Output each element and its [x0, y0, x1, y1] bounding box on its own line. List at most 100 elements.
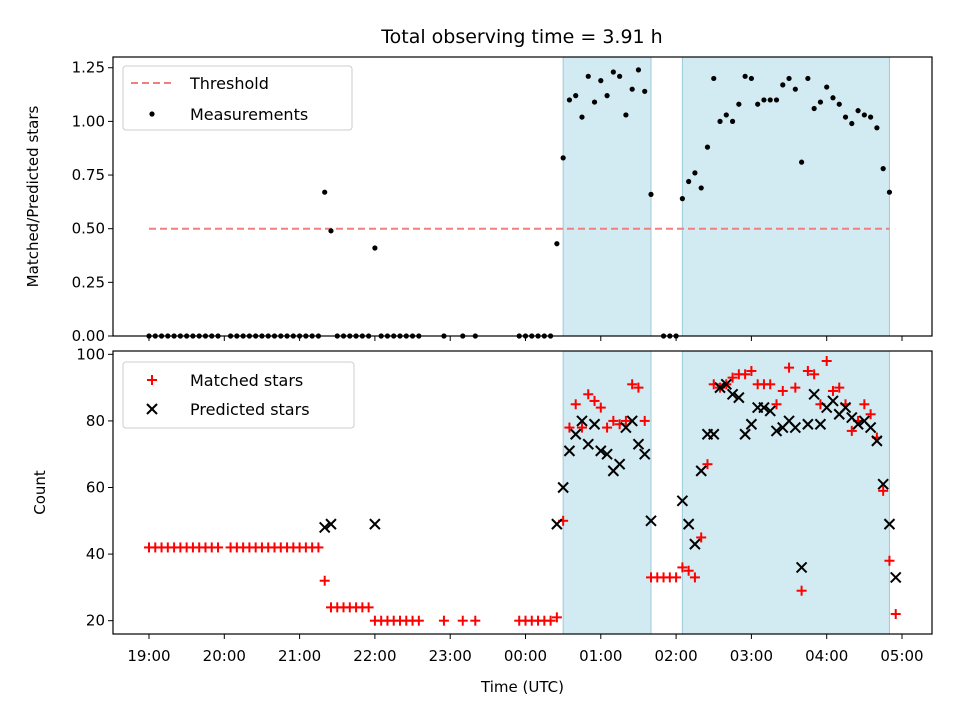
x-tick-label: 22:00 [353, 647, 396, 665]
legend-x-mark [146, 403, 158, 415]
measurement-point [817, 99, 824, 105]
measurement-point [786, 75, 792, 82]
measurement-point [322, 189, 328, 195]
measurement-point [830, 95, 836, 101]
top-legend: Threshold Measurements [122, 65, 353, 131]
legend-matched-label: Matched stars [190, 371, 303, 390]
measurement-point [717, 118, 723, 124]
measurement-point [849, 120, 855, 127]
predicted-star-point [789, 421, 802, 434]
predicted-star-point [682, 518, 695, 530]
measurement-point [780, 82, 786, 88]
measurement-point [372, 245, 378, 251]
predicted-star-point [890, 571, 902, 584]
bottom-x-ticks: 19:00 20:00 21:00 22:00 23:00 00:00 01:00 02:00… [127, 634, 924, 665]
measurement-point [686, 178, 692, 185]
measurement-point [566, 97, 573, 103]
predicted-star-point [726, 388, 739, 400]
predicted-star-point [569, 428, 582, 440]
measurement-point [679, 196, 685, 202]
predicted-star-point [764, 405, 776, 417]
x-tick-label: 04:00 [805, 647, 848, 665]
measurement-point [886, 189, 893, 195]
top-y-axis-label: Matched/Predicted stars [24, 106, 42, 288]
observing-window [562, 56, 652, 337]
measurement-point [736, 101, 742, 107]
x-tick-label: 20:00 [203, 647, 246, 665]
measurement-point [723, 112, 729, 118]
predicted-star-point [814, 418, 827, 430]
measurement-point [692, 170, 698, 176]
predicted-star-point [695, 465, 707, 477]
measurement-point [811, 105, 817, 112]
legend-predicted-swatch [146, 403, 158, 415]
bottom-y-axis-label: Count [31, 470, 49, 515]
measurement-point [623, 112, 629, 118]
predicted-star-point [645, 515, 657, 527]
predicted-star-point [639, 448, 651, 460]
predicted-star-point [595, 445, 607, 457]
x-tick-label: 02:00 [654, 647, 697, 665]
y-tick-label: 0.75 [72, 166, 105, 184]
x-tick-label: 19:00 [127, 647, 170, 665]
predicted-star-point [802, 418, 814, 430]
bottom-observing-windows [562, 350, 890, 635]
predicted-star-point [563, 445, 576, 457]
predicted-star-point [632, 438, 645, 450]
measurement-point [704, 144, 711, 150]
top-x-ticks [148, 336, 903, 341]
predicted-star-point [745, 418, 758, 430]
measurement-point [799, 159, 805, 165]
measurement-point [711, 75, 717, 82]
y-tick-label: 1.25 [72, 59, 105, 77]
predicted-star-point [576, 415, 588, 427]
measurement-point [328, 228, 334, 234]
predicted-star-point [733, 391, 745, 404]
predicted-star-point [770, 425, 783, 437]
measurement-point [824, 84, 830, 90]
predicted-star-point [871, 435, 883, 447]
predicted-star-point [613, 458, 626, 470]
measurement-point [748, 75, 755, 82]
predicted-stars-points [318, 378, 902, 584]
top-y-ticks: 0.00 0.25 0.50 0.75 1.00 1.25 [72, 59, 113, 345]
predicted-star-point [852, 418, 864, 430]
predicted-star-point [708, 428, 720, 440]
measurement-point [742, 73, 748, 79]
measurement-point [648, 191, 654, 197]
y-tick-label: 60 [86, 479, 105, 497]
measurement-point [642, 88, 648, 94]
measurement-point [629, 86, 635, 92]
bottom-legend: Matched stars Predicted stars [122, 361, 355, 429]
measurement-point [868, 114, 874, 120]
predicted-star-point [318, 521, 331, 534]
measurement-point [880, 166, 886, 172]
predicted-star-point [864, 421, 877, 434]
predicted-star-point [846, 411, 858, 424]
predicted-star-point [325, 518, 337, 530]
measurement-point [805, 75, 811, 82]
observing-window [562, 350, 652, 635]
legend-measurements-swatch [149, 111, 155, 117]
measurement-point [604, 93, 610, 99]
measurement-point [861, 112, 867, 118]
predicted-star-point [808, 388, 820, 400]
measurement-point [635, 67, 642, 73]
legend-predicted-label: Predicted stars [190, 400, 310, 419]
predicted-star-point [827, 395, 839, 407]
measurement-point [792, 86, 798, 92]
chart-title: Total observing time = 3.91 h [380, 26, 662, 48]
x-tick-label: 00:00 [504, 647, 547, 665]
y-tick-label: 20 [86, 612, 105, 630]
predicted-star-point [689, 538, 701, 550]
legend-measurements-label: Measurements [190, 105, 308, 124]
y-tick-label: 100 [76, 345, 105, 363]
measurement-point [579, 114, 585, 120]
x-tick-label: 23:00 [429, 647, 472, 665]
measurement-point [560, 155, 566, 161]
measurement-point [573, 93, 579, 99]
y-tick-label: 1.00 [72, 112, 105, 130]
predicted-star-point [858, 415, 871, 427]
y-tick-label: 0.00 [72, 327, 105, 345]
top-observing-windows [562, 56, 890, 337]
